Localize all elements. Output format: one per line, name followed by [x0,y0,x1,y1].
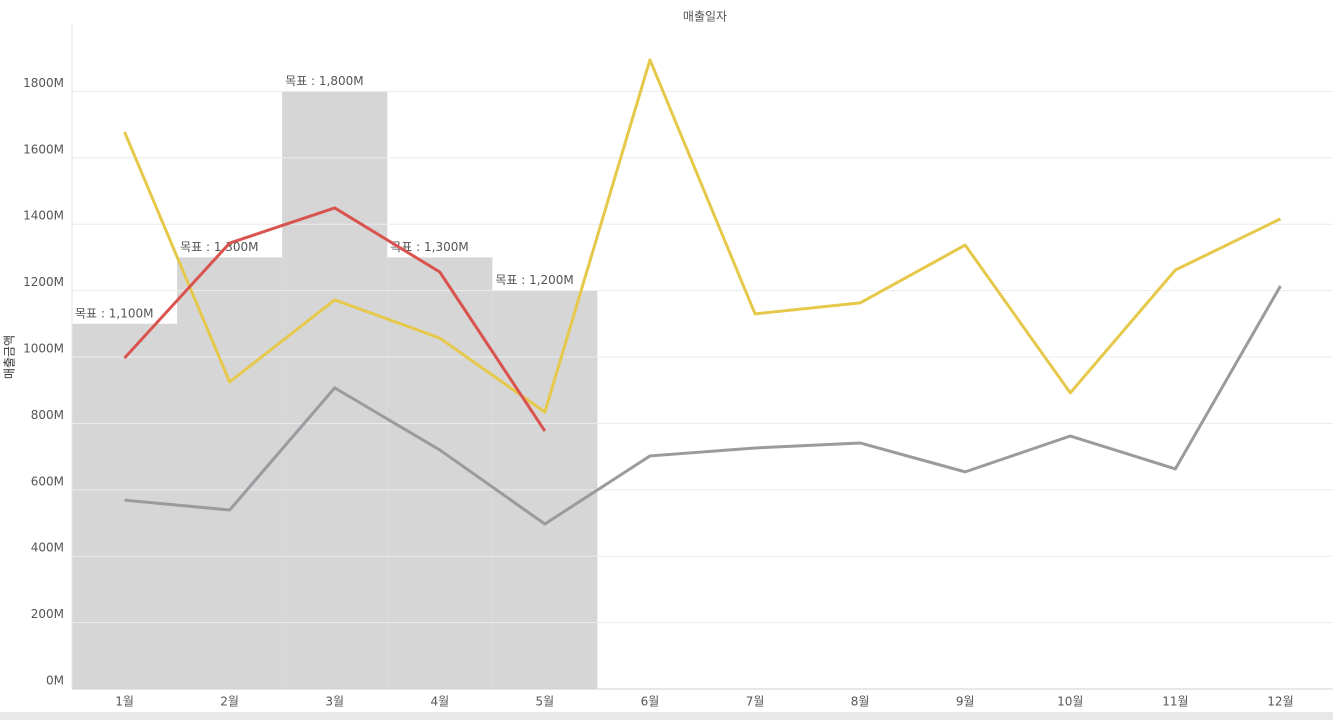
line-series [123,58,1282,414]
target-bar [282,91,388,689]
target-bar [177,257,283,689]
y-tick-label: 1600M [23,142,64,156]
x-tick-label: 12월 [1267,695,1293,709]
bar-label: 목표 : 1,300M [390,240,468,254]
target-bar [72,323,178,689]
y-tick-label: 200M [31,607,64,621]
x-tick-label: 5월 [536,695,555,709]
target-bar [387,257,493,689]
y-tick-label: 400M [31,541,64,555]
y-tick-label: 600M [31,474,64,488]
x-tick-label: 9월 [956,695,975,709]
y-tick-label: 1400M [23,209,64,223]
x-tick-label: 1월 [115,695,134,709]
line-series [123,206,547,432]
y-tick-label: 1200M [23,275,64,289]
bar-label: 목표 : 1,800M [285,74,363,88]
x-tick-label: 10월 [1057,695,1083,709]
x-tick-label: 2월 [220,695,239,709]
bar-label: 목표 : 1,300M [180,240,258,254]
scrollbar [0,712,1333,720]
line-series [124,285,1282,526]
y-tick-label: 1000M [23,342,64,356]
x-tick-label: 8월 [851,695,870,709]
chart-title: 매출일자 [683,10,727,24]
x-tick-label: 3월 [325,695,344,709]
y-tick-label: 1800M [23,76,64,90]
bar-label: 목표 : 1,100M [75,306,153,320]
y-axis-label: 매출금액 [3,335,17,379]
x-tick-label: 6월 [641,695,660,709]
x-tick-label: 4월 [430,695,449,709]
y-tick-label: 0M [46,674,64,688]
x-tick-label: 11월 [1162,695,1188,709]
x-tick-label: 7월 [746,695,765,709]
bar-label: 목표 : 1,200M [495,273,573,287]
y-tick-label: 800M [31,408,64,422]
